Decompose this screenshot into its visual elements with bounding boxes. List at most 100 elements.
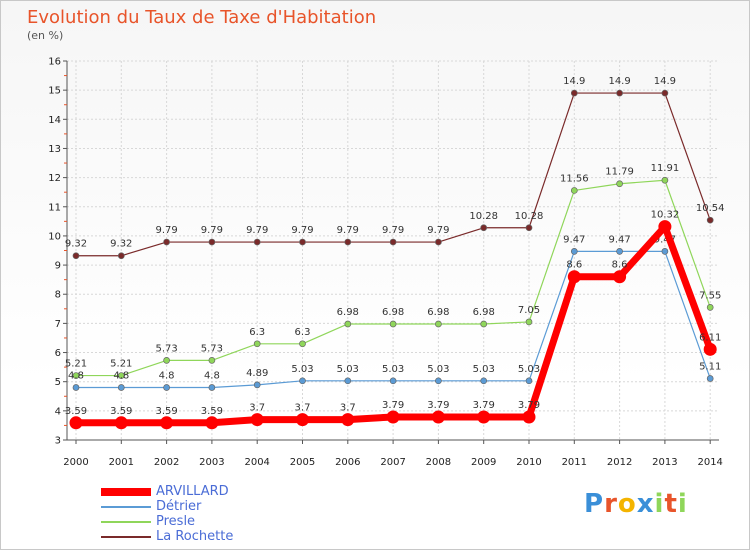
data-point	[616, 89, 623, 97]
legend-swatch	[101, 535, 151, 538]
y-tick-label: 16	[48, 57, 61, 68]
y-tick-label: 6	[55, 348, 61, 359]
y-tick-label: 11	[48, 202, 61, 213]
data-point	[661, 89, 669, 97]
data-label: 11.79	[605, 167, 634, 178]
data-label: 7.55	[699, 290, 721, 301]
data-label: 6.98	[382, 307, 404, 318]
data-label: 3.59	[65, 406, 87, 417]
x-tick-label: 2010	[516, 457, 541, 468]
x-tick-label: 2002	[154, 457, 179, 468]
data-point	[613, 270, 627, 284]
data-point	[480, 224, 488, 232]
data-point	[299, 377, 306, 385]
legend-label: La Rochette	[156, 529, 234, 544]
data-label: 5.03	[382, 364, 404, 375]
legend-label: ARVILLARD	[156, 484, 229, 499]
data-label: 8.6	[612, 260, 628, 271]
legend-swatch	[101, 487, 151, 496]
y-tick-label: 5	[55, 377, 61, 388]
data-label: 4.8	[113, 371, 129, 382]
data-point	[661, 248, 669, 255]
data-label: 5.03	[427, 364, 449, 375]
data-label: 5.73	[201, 343, 223, 354]
data-label: 5.03	[518, 364, 540, 375]
x-tick-label: 2001	[109, 457, 134, 468]
data-point	[570, 89, 578, 97]
data-point	[525, 377, 533, 385]
legend-swatch	[101, 520, 151, 523]
data-label: 9.79	[201, 225, 223, 236]
data-label: 3.79	[518, 400, 540, 411]
data-point	[253, 340, 261, 348]
data-label: 5.11	[699, 361, 721, 372]
data-point	[72, 252, 80, 260]
x-tick-label: 2008	[426, 457, 451, 468]
data-point	[435, 377, 442, 385]
data-point	[525, 318, 533, 326]
data-label: 7.05	[518, 305, 540, 316]
data-point	[163, 357, 170, 364]
legend-label: Presle	[156, 514, 196, 529]
data-point	[344, 238, 352, 246]
data-point	[522, 410, 536, 424]
data-point	[389, 377, 397, 385]
data-point	[658, 220, 672, 234]
y-tick-label: 13	[48, 144, 61, 155]
x-tick-label: 2005	[290, 457, 315, 468]
legend-label: Détrier	[156, 499, 202, 514]
data-point	[570, 248, 578, 255]
data-point	[160, 416, 174, 430]
data-label: 3.59	[155, 406, 177, 417]
y-tick-label: 10	[48, 231, 61, 242]
y-tick-label: 15	[48, 86, 61, 97]
data-point	[163, 384, 170, 391]
legend: ARVILLARD Détrier Presle La Rochette	[101, 484, 233, 544]
data-label: 5.21	[110, 359, 132, 370]
data-label: 10.28	[469, 211, 498, 222]
data-label: 9.47	[563, 234, 585, 245]
x-tick-label: 2003	[199, 457, 224, 468]
x-tick-label: 2012	[607, 457, 632, 468]
logo-letter: r	[604, 489, 618, 519]
data-label: 9.32	[110, 239, 132, 250]
data-point	[567, 270, 581, 284]
y-tick-label: 9	[55, 261, 61, 272]
y-tick-label: 8	[55, 290, 61, 301]
data-label: 14.9	[654, 76, 676, 87]
x-tick-label: 2007	[380, 457, 405, 468]
data-label: 3.7	[340, 403, 356, 414]
data-point	[208, 384, 216, 391]
data-point	[117, 384, 125, 391]
data-label: 6.98	[427, 307, 449, 318]
data-label: 9.32	[65, 239, 87, 250]
data-point	[616, 248, 623, 255]
data-label: 5.03	[337, 364, 359, 375]
data-point	[341, 413, 355, 427]
data-point	[344, 377, 352, 385]
data-label: 6.11	[699, 332, 721, 343]
logo-letter: x	[636, 489, 655, 519]
data-label: 6.98	[473, 307, 495, 318]
data-point	[253, 381, 261, 389]
data-label: 5.21	[65, 359, 87, 370]
data-point	[661, 176, 669, 184]
data-label: 14.9	[608, 76, 630, 87]
logo-letter: i	[654, 489, 665, 519]
data-point	[114, 416, 128, 430]
data-point	[205, 416, 219, 430]
data-label: 11.91	[651, 163, 680, 174]
data-label: 4.89	[246, 368, 268, 379]
logo-letter: t	[664, 489, 678, 519]
y-tick-label: 14	[48, 115, 61, 126]
data-label: 6.98	[337, 307, 359, 318]
data-point	[616, 180, 623, 188]
data-point	[706, 216, 714, 224]
data-point	[72, 372, 80, 379]
data-point	[570, 187, 578, 194]
logo-letter: i	[677, 489, 688, 519]
data-label: 3.79	[427, 400, 449, 411]
logo-letter: P	[584, 489, 605, 519]
legend-item: La Rochette	[101, 529, 233, 544]
